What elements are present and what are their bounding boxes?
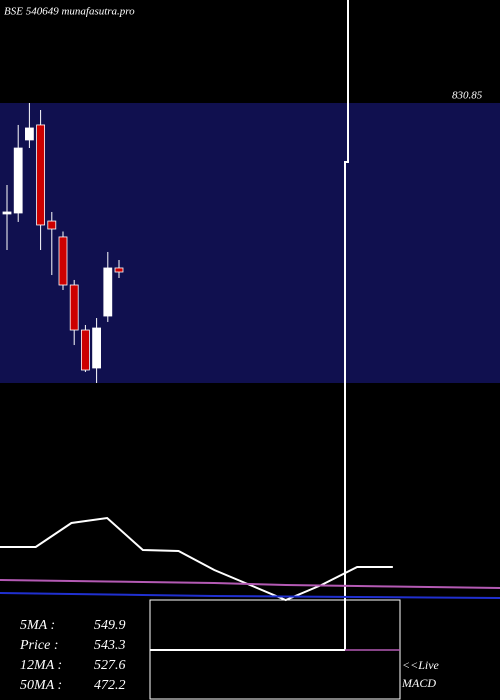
candle-body (92, 327, 101, 369)
indicator-value: 527.6 (94, 658, 126, 673)
band-layer (0, 103, 500, 383)
candle-body (58, 236, 68, 286)
candle-body (103, 267, 113, 317)
macd-frame (149, 0, 401, 700)
price-band (0, 103, 500, 383)
macd-label: <<Live (402, 658, 440, 672)
candle-body (2, 211, 12, 215)
candle-body (24, 127, 34, 141)
indicator-value: 549.9 (94, 618, 126, 633)
indicator-line (0, 592, 500, 599)
indicator-line (0, 579, 500, 589)
indicator-value: 472.2 (94, 678, 126, 693)
price-annotation: 830.85 (452, 90, 483, 102)
candle-body (13, 147, 23, 214)
indicator-line (0, 516, 393, 602)
indicator-label: 50MA : (20, 678, 62, 693)
indicator-label: 5MA : (20, 618, 55, 633)
candle-body (81, 329, 90, 371)
macd-signal-line (344, 0, 349, 650)
candle-body (36, 124, 45, 226)
macd-label: MACD (401, 676, 436, 690)
indicator-label: Price : (19, 638, 58, 653)
indicator-value: 543.3 (94, 638, 126, 653)
candle-body (47, 220, 57, 230)
candle-body (69, 284, 79, 331)
indicator-label: 12MA : (20, 658, 62, 673)
chart-title: BSE 540649 munafasutra.pro (4, 6, 135, 18)
candle-body (114, 267, 124, 273)
